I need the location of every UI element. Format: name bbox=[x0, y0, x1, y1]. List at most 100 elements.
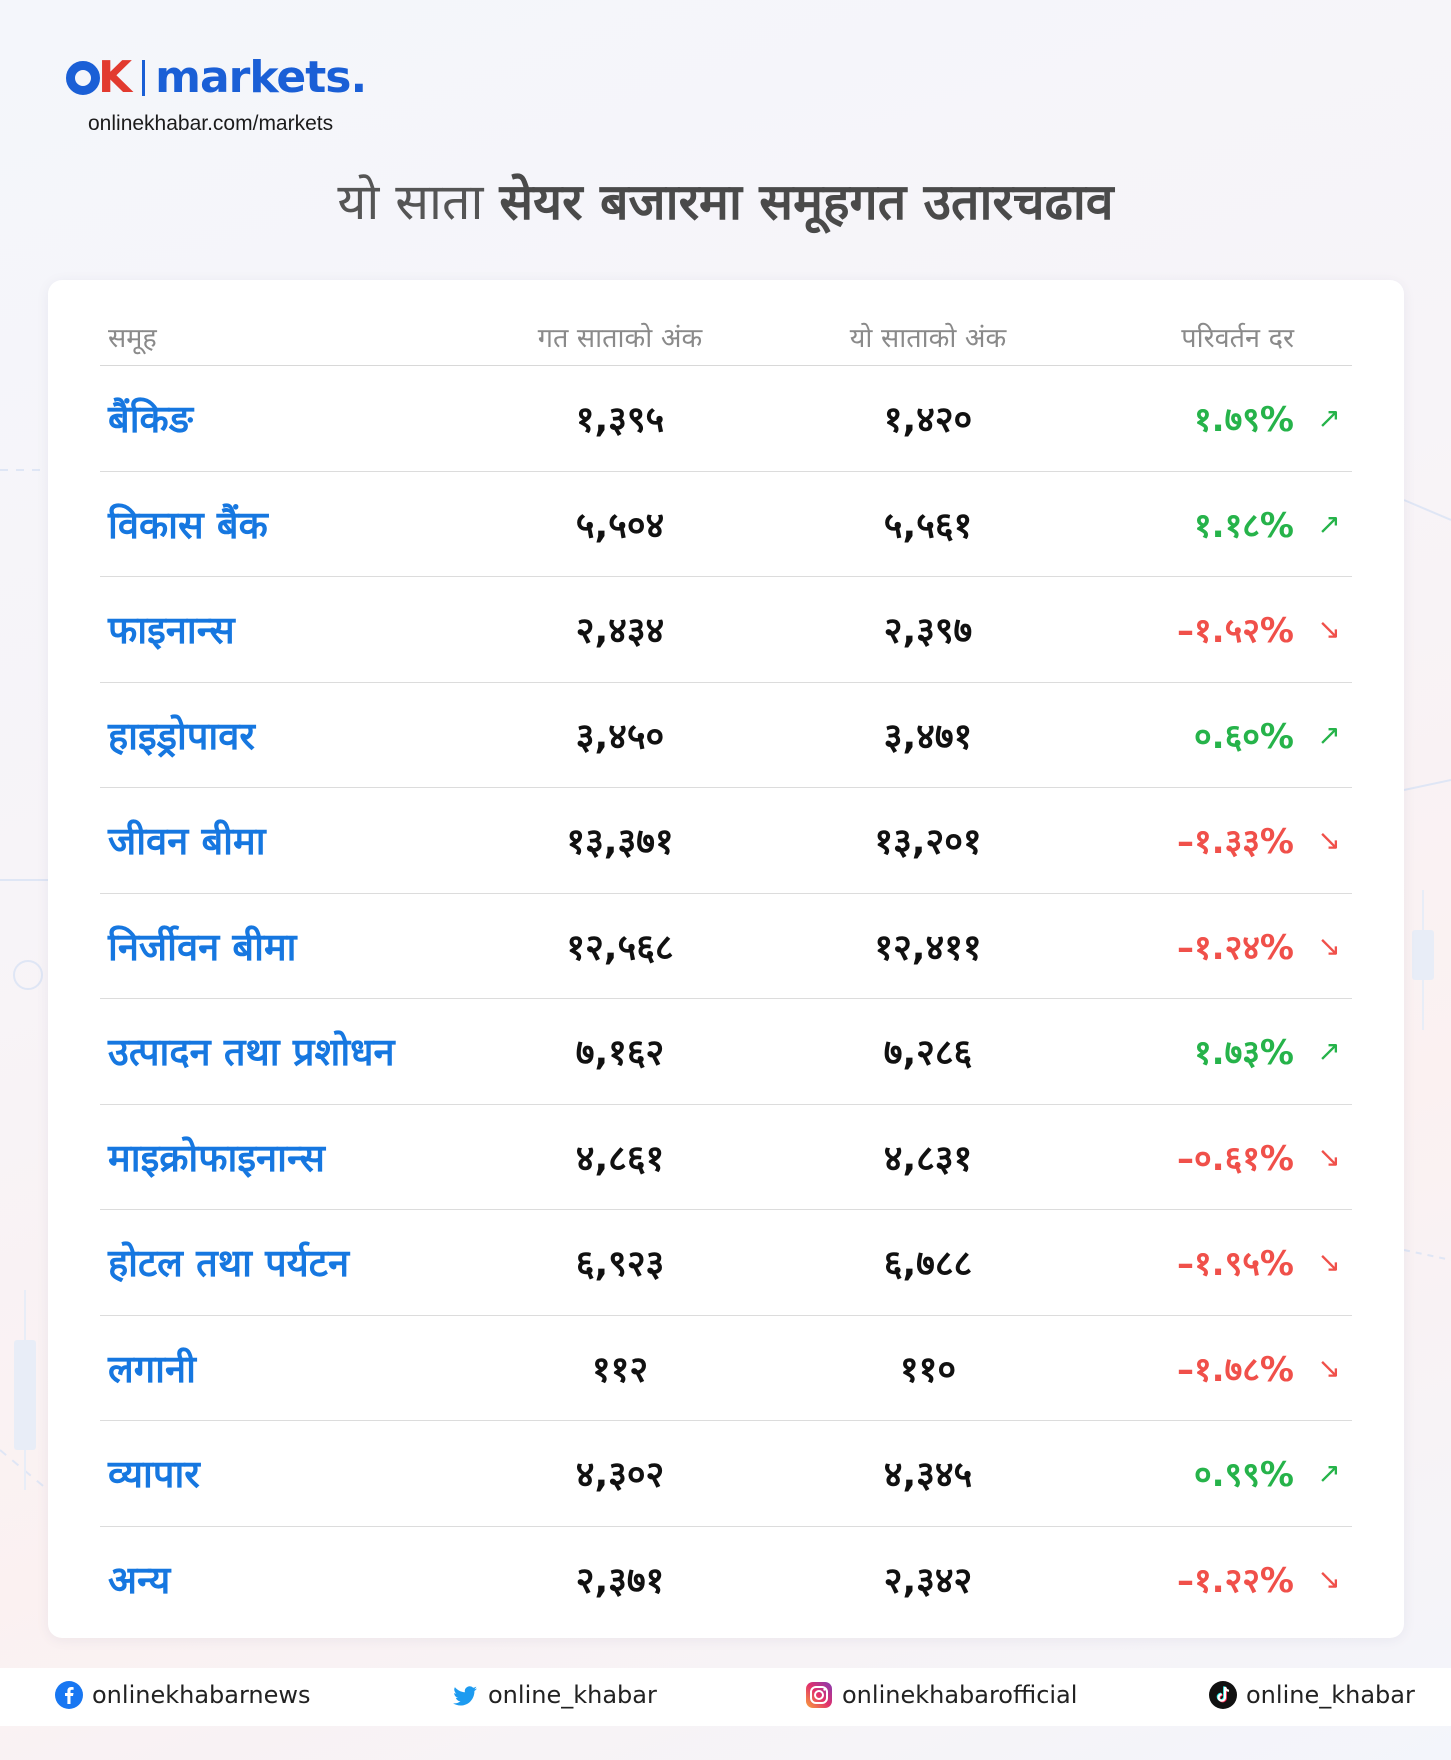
page-title-bold: सेयर बजारमा समूहगत उतारचढाव bbox=[499, 173, 1114, 231]
row-group-name: बैंकिङ bbox=[108, 397, 193, 442]
twitter-link[interactable]: online_khabar bbox=[450, 1680, 657, 1710]
table-header: समूह गत साताको अंक यो साताको अंक परिवर्त… bbox=[100, 312, 1352, 366]
row-current-index: १२,४११ bbox=[874, 927, 982, 969]
row-group-name: लगानी bbox=[108, 1346, 196, 1391]
row-current-index: ४,८३१ bbox=[883, 1138, 973, 1180]
row-current-index: ४,३४५ bbox=[883, 1454, 973, 1496]
row-change-rate: –१.५२% bbox=[1176, 611, 1294, 652]
row-previous-index: १२,५६८ bbox=[566, 927, 674, 969]
arrow-down-right-icon: ↘ bbox=[1317, 823, 1341, 857]
table-row: उत्पादन तथा प्रशोधन ७,१६२ ७,२८६ १.७३% ↗ bbox=[100, 999, 1352, 1105]
arrow-up-right-icon: ↗ bbox=[1317, 1034, 1341, 1068]
row-group-name: हाइड्रोपावर bbox=[108, 713, 255, 758]
row-change-rate: –०.६१% bbox=[1176, 1138, 1294, 1179]
arrow-up-right-icon: ↗ bbox=[1317, 718, 1341, 752]
row-previous-index: ६,९२३ bbox=[575, 1243, 665, 1285]
row-current-index: २,३९७ bbox=[883, 610, 973, 652]
row-change-rate: –१.७८% bbox=[1176, 1349, 1294, 1390]
tiktok-link[interactable]: online_khabar bbox=[1208, 1680, 1415, 1710]
row-change-rate: –१.२४% bbox=[1176, 927, 1294, 968]
arrow-up-right-icon: ↗ bbox=[1317, 507, 1341, 541]
arrow-down-right-icon: ↘ bbox=[1317, 612, 1341, 646]
table-row: होटल तथा पर्यटन ६,९२३ ६,७८८ –१.९५% ↘ bbox=[100, 1210, 1352, 1316]
row-previous-index: ७,१६२ bbox=[575, 1032, 665, 1074]
row-previous-index: ५,५०४ bbox=[575, 505, 665, 547]
logo-markets-text: markets. bbox=[155, 52, 367, 103]
row-previous-index: १३,३७१ bbox=[566, 821, 674, 863]
header-change-rate: परिवर्तन दर bbox=[1181, 323, 1294, 354]
table-row: अन्य २,३७१ २,३४२ –१.२२% ↘ bbox=[100, 1527, 1352, 1633]
row-current-index: ७,२८६ bbox=[883, 1032, 973, 1074]
instagram-link[interactable]: onlinekhabarofficial bbox=[804, 1680, 1077, 1710]
logo-k-letter: K bbox=[98, 52, 133, 103]
table-row: माइक्रोफाइनान्स ४,८६१ ४,८३१ –०.६१% ↘ bbox=[100, 1105, 1352, 1210]
table-row: बैंकिङ १,३९५ १,४२० १.७९% ↗ bbox=[100, 366, 1352, 472]
table-row: निर्जीवन बीमा १२,५६८ १२,४११ –१.२४% ↘ bbox=[100, 894, 1352, 999]
twitter-icon bbox=[453, 1686, 477, 1706]
row-previous-index: १,३९५ bbox=[575, 399, 665, 441]
row-group-name: माइक्रोफाइनान्स bbox=[108, 1135, 325, 1180]
row-previous-index: २,४३४ bbox=[575, 610, 665, 652]
row-change-rate: ०.६०% bbox=[1193, 716, 1294, 757]
twitter-handle: online_khabar bbox=[488, 1681, 657, 1709]
table-row: विकास बैंक ५,५०४ ५,५६१ १.१८% ↗ bbox=[100, 472, 1352, 577]
row-current-index: १३,२०१ bbox=[874, 821, 982, 863]
arrow-up-right-icon: ↗ bbox=[1317, 1456, 1341, 1490]
row-change-rate: १.१८% bbox=[1193, 505, 1294, 546]
row-current-index: ६,७८८ bbox=[883, 1243, 973, 1285]
arrow-down-right-icon: ↘ bbox=[1317, 1562, 1341, 1596]
row-change-rate: १.७३% bbox=[1193, 1033, 1294, 1074]
brand-logo[interactable]: K markets. bbox=[66, 52, 367, 103]
table-row: व्यापार ४,३०२ ४,३४५ ०.९९% ↗ bbox=[100, 1421, 1352, 1527]
facebook-icon bbox=[55, 1681, 83, 1709]
row-group-name: उत्पादन तथा प्रशोधन bbox=[108, 1030, 395, 1075]
ok-logo-mark: K bbox=[66, 56, 132, 100]
row-current-index: ११० bbox=[899, 1349, 957, 1391]
brand-url[interactable]: onlinekhabar.com/markets bbox=[88, 112, 334, 135]
row-change-rate: –१.३३% bbox=[1176, 822, 1294, 863]
page-title: यो साता सेयर बजारमा समूहगत उतारचढाव bbox=[0, 172, 1451, 232]
row-current-index: ३,४७१ bbox=[883, 716, 973, 758]
arrow-up-right-icon: ↗ bbox=[1317, 401, 1341, 435]
logo-separator bbox=[142, 60, 146, 96]
table-body: बैंकिङ १,३९५ १,४२० १.७९% ↗ विकास बैंक ५,५०४ ५,५… bbox=[100, 366, 1352, 1632]
instagram-icon bbox=[806, 1682, 832, 1708]
table-row: लगानी ११२ ११० –१.७८% ↘ bbox=[100, 1316, 1352, 1421]
row-group-name: होटल तथा पर्यटन bbox=[108, 1241, 350, 1286]
header-previous-week: गत साताको अंक bbox=[537, 323, 703, 354]
arrow-down-right-icon: ↘ bbox=[1317, 1140, 1341, 1174]
row-previous-index: ११२ bbox=[591, 1349, 649, 1391]
arrow-down-right-icon: ↘ bbox=[1317, 1245, 1341, 1279]
row-previous-index: २,३७१ bbox=[575, 1560, 665, 1602]
row-group-name: निर्जीवन बीमा bbox=[108, 924, 297, 969]
row-group-name: विकास बैंक bbox=[108, 502, 268, 547]
facebook-link[interactable]: onlinekhabarnews bbox=[54, 1680, 311, 1710]
row-current-index: २,३४२ bbox=[883, 1560, 973, 1602]
header-group: समूह bbox=[108, 323, 157, 354]
instagram-handle: onlinekhabarofficial bbox=[842, 1681, 1078, 1709]
tiktok-handle: online_khabar bbox=[1246, 1681, 1415, 1709]
row-change-rate: –१.२२% bbox=[1176, 1561, 1294, 1602]
sector-index-card: समूह गत साताको अंक यो साताको अंक परिवर्त… bbox=[48, 280, 1404, 1638]
row-group-name: जीवन बीमा bbox=[108, 819, 266, 864]
row-change-rate: ०.९९% bbox=[1193, 1455, 1294, 1496]
row-previous-index: ३,४५० bbox=[575, 716, 665, 758]
row-change-rate: १.७९% bbox=[1193, 400, 1294, 441]
arrow-down-right-icon: ↘ bbox=[1317, 1351, 1341, 1385]
row-change-rate: –१.९५% bbox=[1176, 1244, 1294, 1285]
table-row: जीवन बीमा १३,३७१ १३,२०१ –१.३३% ↘ bbox=[100, 788, 1352, 894]
row-group-name: फाइनान्स bbox=[108, 608, 235, 653]
logo-o-ring bbox=[66, 61, 100, 95]
row-group-name: अन्य bbox=[108, 1558, 171, 1603]
row-current-index: ५,५६१ bbox=[883, 505, 973, 547]
facebook-handle: onlinekhabarnews bbox=[92, 1681, 311, 1709]
arrow-down-right-icon: ↘ bbox=[1317, 929, 1341, 963]
row-previous-index: ४,८६१ bbox=[575, 1138, 665, 1180]
row-group-name: व्यापार bbox=[108, 1452, 200, 1497]
row-previous-index: ४,३०२ bbox=[575, 1454, 665, 1496]
table-row: फाइनान्स २,४३४ २,३९७ –१.५२% ↘ bbox=[100, 577, 1352, 683]
header-current-week: यो साताको अंक bbox=[849, 323, 1007, 354]
social-footer: onlinekhabarnews online_khabar onlinekha… bbox=[0, 1668, 1451, 1726]
page-title-light: यो साता bbox=[337, 173, 500, 231]
table-row: हाइड्रोपावर ३,४५० ३,४७१ ०.६०% ↗ bbox=[100, 683, 1352, 788]
